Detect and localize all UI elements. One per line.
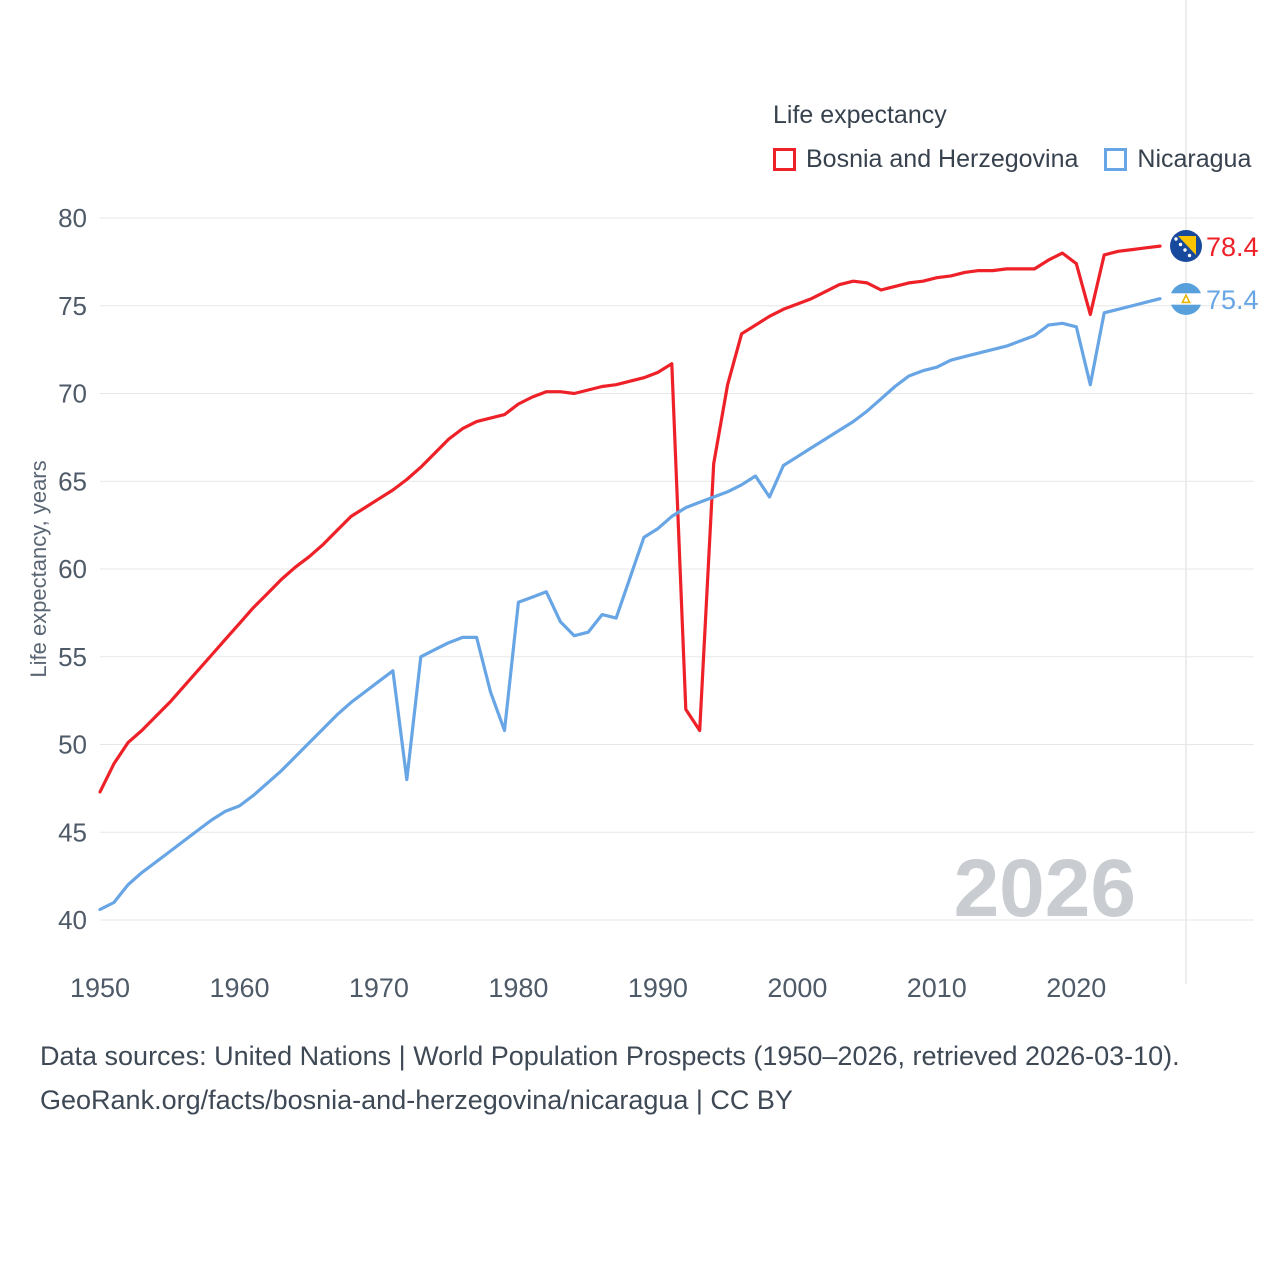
x-axis-tick-label: 2010	[907, 973, 967, 1003]
legend-label-bosnia: Bosnia and Herzegovina	[806, 145, 1079, 173]
bosnia-series-swatch	[773, 148, 796, 171]
y-axis-tick-label: 80	[58, 203, 87, 233]
y-axis-tick-label: 55	[58, 642, 87, 672]
y-axis-tick-label: 75	[58, 291, 87, 321]
attribution-text: GeoRank.org/facts/bosnia-and-herzegovina…	[40, 1085, 793, 1115]
nicaragua-line	[98, 297, 1162, 912]
legend-label-nicaragua: Nicaragua	[1137, 145, 1252, 173]
chart-footer: Data sources: United Nations | World Pop…	[40, 1034, 1180, 1122]
x-axis-tick-label: 1950	[70, 973, 130, 1003]
bosnia-end-value: 78.4	[1206, 232, 1259, 262]
x-axis-tick-label: 2020	[1046, 973, 1106, 1003]
y-axis-tick-label: 70	[58, 379, 87, 409]
y-axis-tick-label: 65	[58, 466, 87, 496]
y-axis-tick-label: 50	[58, 730, 87, 760]
x-axis-tick-label: 1980	[488, 973, 548, 1003]
legend-items: Bosnia and Herzegovina Nicaragua	[773, 145, 1251, 174]
line-chart: 40 45 50 55 60 65 70 75 80 2026 1950 1960 1970 1980 19…	[26, 0, 1254, 1003]
legend-item-bosnia: Bosnia and Herzegovina	[773, 145, 1078, 174]
legend-title: Life expectancy	[773, 101, 947, 129]
legend-item-nicaragua: Nicaragua	[1104, 145, 1251, 174]
y-axis-tick-label: 40	[58, 905, 87, 935]
data-sources-text: Data sources: United Nations | World Pop…	[40, 1041, 1180, 1071]
x-axis-tick-label: 1970	[349, 973, 409, 1003]
x-axis-tick-label: 1990	[628, 973, 688, 1003]
nicaragua-end-value: 75.4	[1206, 285, 1259, 315]
bosnia-and-herzegovina-line	[98, 244, 1162, 794]
chart-legend: Life expectancy Bosnia and Herzegovina N…	[773, 101, 1251, 174]
y-axis-tick-label: 60	[58, 554, 87, 584]
y-axis-title: Life expectancy, years	[26, 460, 51, 677]
y-axis-tick-label: 45	[58, 817, 87, 847]
x-axis-tick-label: 1960	[209, 973, 269, 1003]
bosnia-flag-icon	[1170, 230, 1202, 262]
x-axis-tick-label: 2000	[767, 973, 827, 1003]
watermark-year: 2026	[954, 843, 1136, 934]
nicaragua-series-swatch	[1104, 148, 1128, 171]
nicaragua-flag-icon	[1170, 283, 1202, 315]
